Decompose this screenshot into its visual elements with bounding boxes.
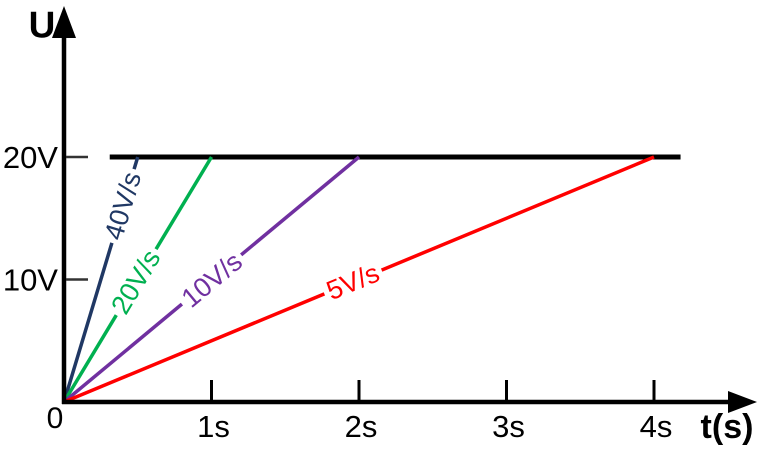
x-axis-label: t(s) xyxy=(700,408,754,446)
x-tick-label-1s: 1s xyxy=(197,409,230,444)
y-axis-label: U xyxy=(28,4,56,46)
origin-label: 0 xyxy=(46,402,64,435)
x-axis-arrow-icon xyxy=(728,391,757,413)
x-tick-label-3s: 3s xyxy=(492,409,525,444)
x-tick-label-2s: 2s xyxy=(345,409,378,444)
y-axis-arrow-icon xyxy=(52,6,76,38)
x-tick-label-4s: 4s xyxy=(640,409,673,444)
y-tick-label-20v: 20V xyxy=(3,140,58,175)
y-tick-label-10v: 10V xyxy=(3,263,58,298)
